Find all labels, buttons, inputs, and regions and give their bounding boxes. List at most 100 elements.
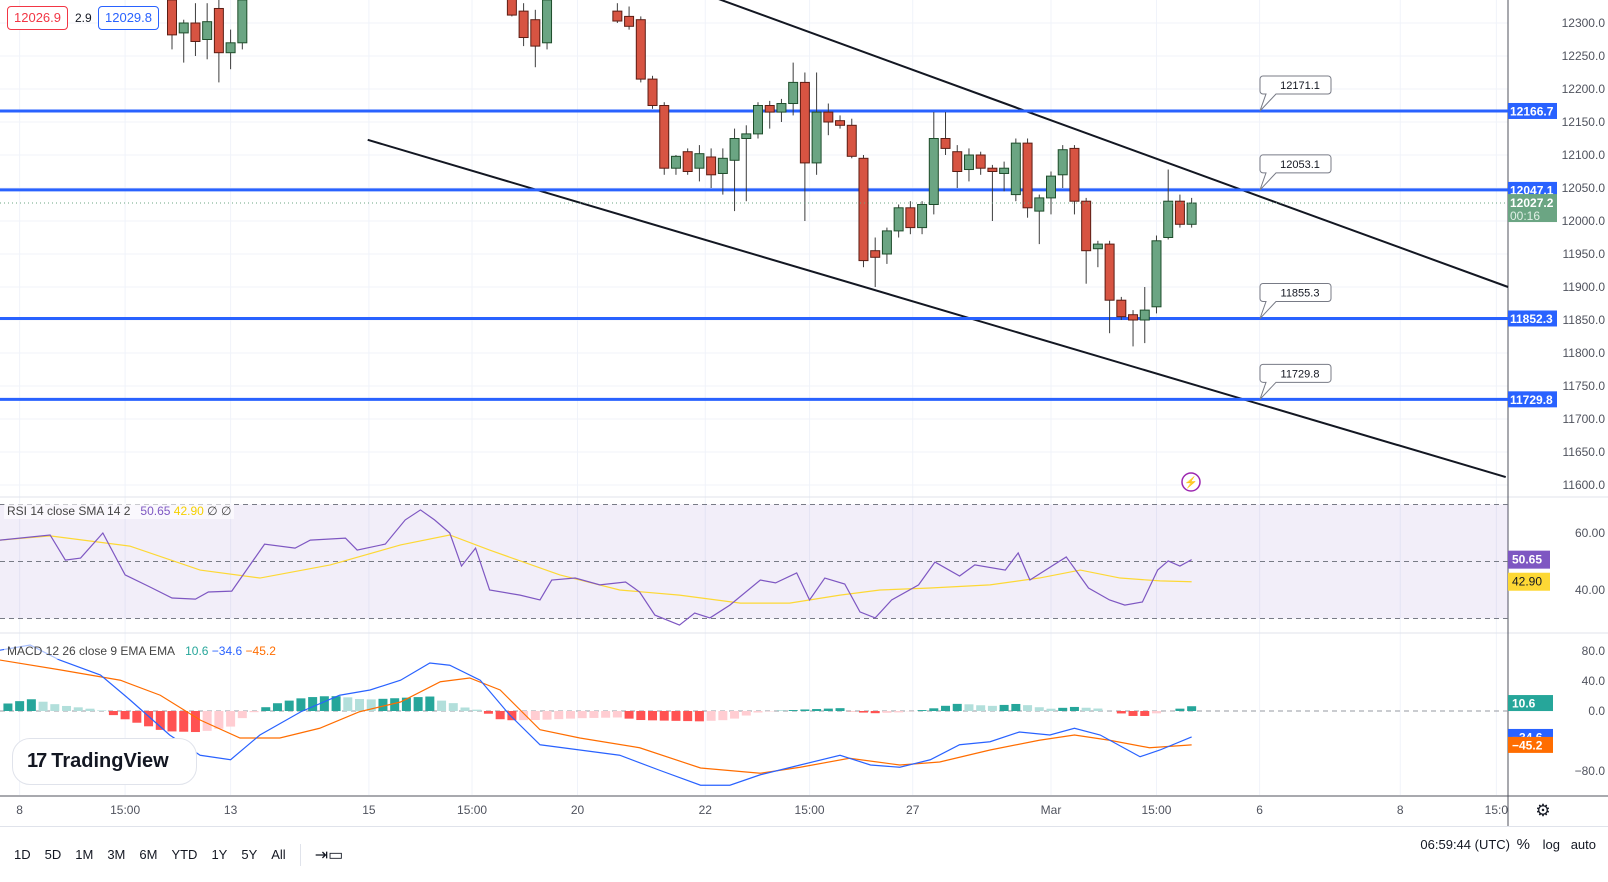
time-tick-label: 20 [571, 803, 585, 817]
go-to-date-icon[interactable]: ⇥▭ [314, 846, 344, 864]
price-callout[interactable] [1259, 154, 1332, 191]
macd-histogram-bar [437, 700, 447, 711]
macd-legend[interactable]: MACD 12 26 close 9 EMA EMA 10.6 −34.6 −4… [4, 643, 279, 659]
range-1d[interactable]: 1D [14, 847, 31, 862]
macd-histogram-bar [507, 711, 517, 721]
macd-histogram-bar [226, 711, 236, 727]
level-price-tag [1508, 102, 1557, 119]
macd-histogram-bar [249, 711, 259, 713]
bottom-toolbar: 1D 5D 1M 3M 6M YTD 1Y 5Y All ⇥▭ 06:59:44… [0, 826, 1608, 882]
time-tick-label: 15:00 [110, 803, 140, 817]
rsi-sma-legend-value: 42.90 [173, 504, 204, 518]
macd-histogram-bar [1011, 703, 1021, 711]
auto-toggle[interactable]: auto [1570, 837, 1596, 852]
macd-histogram-bar [788, 710, 798, 711]
candle-up [1046, 175, 1056, 199]
candle-down [635, 19, 646, 80]
macd-histogram-bar [601, 711, 611, 718]
candle-up [717, 157, 728, 174]
macd-histogram-bar [167, 711, 177, 732]
candle-down [1081, 200, 1092, 252]
macd-histogram-bar [308, 697, 318, 711]
macd-histogram-bar [261, 707, 271, 711]
candle-up [788, 81, 799, 105]
price-callout-label: 12053.1 [1280, 159, 1320, 171]
macd-histogram-bar [401, 697, 411, 711]
price-callout[interactable] [1259, 75, 1332, 112]
percent-toggle[interactable]: % [1516, 836, 1530, 853]
price-tick-label: 12100.0 [1562, 148, 1606, 162]
time-tick-label: 15:00 [795, 803, 825, 817]
range-1m[interactable]: 1M [75, 847, 94, 862]
macd-histogram-bar [343, 697, 353, 711]
macd-histogram-bar [612, 711, 622, 718]
sell-button[interactable]: 12026.9 [7, 6, 68, 30]
lightning-event-icon[interactable] [1181, 472, 1201, 492]
macd-histogram-bar [882, 711, 892, 713]
price-callout[interactable] [1259, 282, 1332, 319]
chart-canvas[interactable]: 12300.0 12250.0 12200.0 12150.0 12100.0 12050… [0, 0, 1608, 826]
macd-histogram-bar [530, 711, 540, 721]
candle-up [999, 167, 1010, 174]
macd-histogram-bar [577, 711, 587, 719]
candle-up [811, 111, 822, 164]
macd-histogram-bar [62, 705, 72, 711]
macd-tick-label: −80.0 [1575, 764, 1606, 778]
range-all[interactable]: All [271, 847, 286, 862]
candle-down [940, 138, 951, 149]
range-ytd[interactable]: YTD [171, 847, 198, 862]
candle-down [506, 0, 517, 16]
macd-histogram-bar [296, 698, 306, 711]
macd-histogram-bar [987, 705, 997, 711]
range-6m[interactable]: 6M [139, 847, 158, 862]
time-tick-label: 6 [1256, 803, 1263, 817]
time-tick-label: 15:00 [1141, 803, 1171, 817]
candle-down [624, 15, 635, 27]
settings-gear-icon[interactable]: ⚙ [1535, 801, 1550, 820]
log-toggle[interactable]: log [1542, 837, 1560, 852]
macd-histogram-bar [870, 711, 880, 714]
last-price-tag [1508, 194, 1557, 223]
rsi-line [0, 509, 1192, 626]
tradingview-logo-icon: 17 [27, 750, 47, 772]
range-5y[interactable]: 5Y [241, 847, 258, 862]
price-tick-label: 12000.0 [1562, 214, 1606, 228]
macd-histogram-bar [413, 697, 423, 711]
level-price-label: 12166.7 [1510, 104, 1554, 118]
time-tick-label: 13 [224, 803, 238, 817]
macd-histogram-bar [1175, 708, 1185, 711]
tradingview-logo[interactable]: 17 TradingView [12, 738, 197, 785]
macd-histogram-bar [683, 711, 693, 722]
rsi-legend[interactable]: RSI 14 close SMA 14 2 50.65 42.90 ∅ ∅ [4, 503, 235, 519]
candle-down [1022, 142, 1033, 209]
candle-down [835, 120, 846, 126]
buy-button[interactable]: 12029.8 [98, 6, 159, 30]
candle-down [858, 157, 869, 262]
macd-histogram-bar [214, 711, 224, 729]
rsi-sma-line [0, 534, 1192, 604]
candle-down [706, 156, 717, 176]
macd-histogram-bar [108, 711, 118, 716]
macd-histogram-bar [366, 699, 376, 711]
candle-up [741, 133, 752, 140]
range-5d[interactable]: 5D [44, 847, 62, 862]
price-tick-label: 11750.0 [1563, 379, 1606, 393]
price-tick-label: 11800.0 [1563, 346, 1606, 360]
spread-value: 2.9 [75, 11, 92, 25]
macd-histogram-bar [1151, 711, 1161, 714]
candle-down [1174, 200, 1185, 225]
macd-histogram-bar [202, 711, 212, 731]
rsi-legend-extra-2: ∅ [220, 504, 232, 518]
macd-histogram-bar [483, 711, 493, 714]
macd-histogram-bar [542, 711, 552, 720]
candle-up [225, 42, 236, 54]
price-callout-label: 11855.3 [1281, 287, 1320, 299]
candle-down [682, 151, 693, 172]
candle-up [917, 204, 928, 229]
utc-clock[interactable]: 06:59:44 (UTC) [1420, 837, 1510, 852]
candle-down [905, 207, 916, 229]
time-tick-label: 27 [906, 803, 920, 817]
range-3m[interactable]: 3M [107, 847, 126, 862]
range-1y[interactable]: 1Y [211, 847, 228, 862]
price-callout[interactable] [1259, 363, 1332, 400]
